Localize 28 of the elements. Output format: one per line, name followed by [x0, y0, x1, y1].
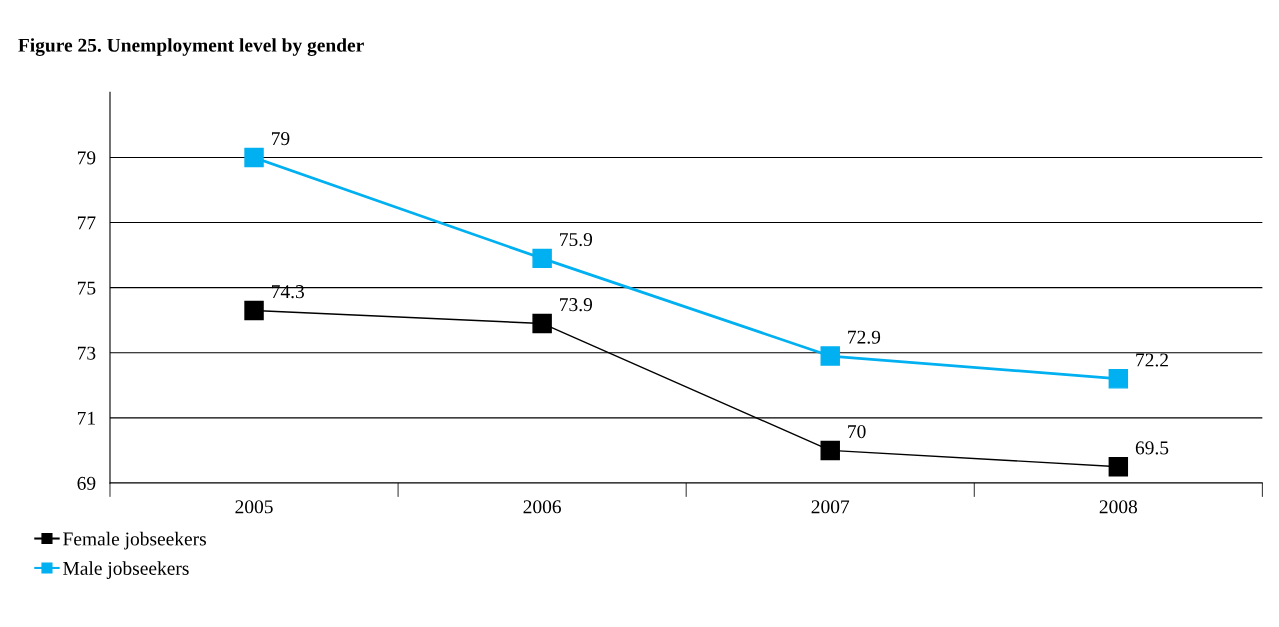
- point: [820, 440, 840, 461]
- data-label: 75.9: [560, 233, 593, 247]
- x-tick-label: 2006: [523, 500, 561, 514]
- point: [532, 313, 552, 334]
- data-label: 70: [848, 425, 866, 439]
- data-label: 69.5: [1135, 441, 1169, 455]
- point: [1108, 456, 1129, 477]
- legend-label: Male jobseekers: [63, 561, 189, 579]
- y-tick-label: 79: [77, 151, 96, 165]
- y-tick-label: 69: [77, 476, 96, 490]
- legend-label: Female jobseekers: [63, 531, 206, 550]
- y-tick-label: 77: [77, 216, 96, 230]
- data-label: 79: [271, 132, 290, 146]
- data-label: 72.9: [848, 330, 881, 344]
- point: [244, 147, 264, 168]
- y-tick-label: 73: [77, 346, 96, 360]
- y-tick-label: 75: [77, 281, 96, 295]
- y-tick-label: 71: [77, 411, 95, 425]
- point: [532, 248, 552, 269]
- point: [1108, 369, 1129, 389]
- x-tick-label: 2005: [235, 500, 273, 514]
- x-tick-label: 2007: [811, 500, 850, 514]
- data-label: 73.9: [560, 298, 593, 312]
- point: [820, 346, 840, 366]
- data-label: 72.2: [1136, 353, 1168, 367]
- chart-title: Figure 25. Unemployment level by gender: [18, 38, 364, 56]
- point: [244, 300, 264, 321]
- x-tick-label: 2008: [1099, 500, 1138, 514]
